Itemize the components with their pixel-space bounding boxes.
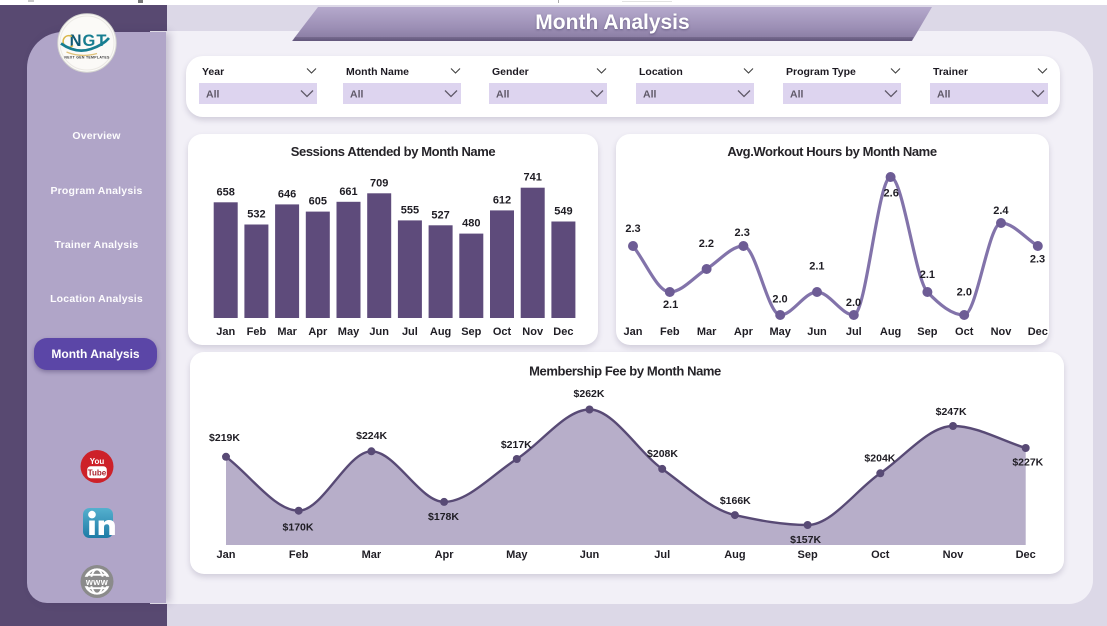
svg-text:646: 646 [278,188,296,200]
svg-text:Jan: Jan [624,326,643,338]
svg-text:Jun: Jun [580,549,600,561]
svg-text:Oct: Oct [955,326,974,338]
svg-text:Dec: Dec [1016,549,1036,561]
svg-text:Location: Location [639,66,683,78]
svg-text:Oct: Oct [493,326,512,338]
svg-text:Jul: Jul [654,549,670,561]
svg-text:Apr: Apr [308,326,328,338]
svg-text:Jun: Jun [807,326,827,338]
svg-text:You: You [90,457,105,466]
svg-text:May: May [769,326,791,338]
svg-text:Nov: Nov [522,326,544,338]
svg-text:Feb: Feb [247,326,267,338]
svg-text:Apr: Apr [734,326,754,338]
svg-text:Jul: Jul [402,326,418,338]
svg-text:May: May [506,549,528,561]
svg-text:Tube: Tube [88,469,107,478]
svg-text:All: All [643,89,657,101]
svg-text:NEXT GEN TEMPLATES: NEXT GEN TEMPLATES [64,56,110,60]
svg-text:$219K: $219K [209,432,240,444]
svg-text:$224K: $224K [356,430,387,442]
svg-text:2.3: 2.3 [1030,254,1045,266]
svg-text:741: 741 [524,172,542,184]
svg-text:2.0: 2.0 [957,287,972,299]
svg-text:$262K: $262K [574,388,605,400]
svg-text:Apr: Apr [435,549,455,561]
svg-text:Aug: Aug [880,326,901,338]
svg-text:Nov: Nov [991,326,1013,338]
svg-text:Jan: Jan [217,549,236,561]
svg-text:www: www [85,577,109,587]
svg-text:Oct: Oct [871,549,890,561]
svg-text:2.6: 2.6 [884,188,899,200]
svg-text:2.1: 2.1 [663,299,678,311]
svg-text:Mar: Mar [697,326,717,338]
svg-text:Avg.Workout Hours by Month Nam: Avg.Workout Hours by Month Name [727,144,937,159]
svg-text:Dec: Dec [1028,326,1048,338]
svg-text:2.1: 2.1 [809,261,824,273]
svg-text:532: 532 [247,209,265,221]
svg-text:605: 605 [309,196,327,208]
svg-text:$247K: $247K [936,406,967,418]
svg-text:$217K: $217K [501,439,532,451]
svg-text:661: 661 [339,186,357,198]
svg-text:2.3: 2.3 [625,223,640,235]
svg-text:2.2: 2.2 [699,238,714,250]
svg-text:2.1: 2.1 [920,269,935,281]
svg-text:$170K: $170K [283,522,314,534]
svg-text:2.4: 2.4 [993,205,1009,217]
svg-text:555: 555 [401,204,419,216]
svg-text:Year: Year [202,66,224,78]
svg-text:Aug: Aug [724,549,745,561]
svg-text:2.3: 2.3 [735,227,750,239]
svg-text:All: All [937,89,951,101]
svg-text:$208K: $208K [647,448,678,460]
svg-text:Sep: Sep [917,326,937,338]
svg-text:527: 527 [431,209,449,221]
svg-text:Feb: Feb [289,549,309,561]
svg-text:Jan: Jan [216,326,235,338]
svg-text:Aug: Aug [430,326,451,338]
svg-text:612: 612 [493,194,511,206]
svg-text:2.0: 2.0 [846,297,861,309]
svg-text:2.0: 2.0 [772,294,787,306]
svg-text:May: May [338,326,360,338]
svg-text:Membership Fee by Month Name: Membership Fee by Month Name [529,364,721,379]
svg-text:658: 658 [217,186,235,198]
svg-text:Jul: Jul [846,326,862,338]
svg-text:$227K: $227K [1012,457,1043,469]
svg-text:Mar: Mar [277,326,297,338]
svg-text:All: All [496,89,510,101]
svg-text:All: All [350,89,364,101]
svg-text:Month Name: Month Name [346,66,409,78]
svg-text:549: 549 [554,206,572,218]
svg-text:All: All [206,89,220,101]
svg-text:Jun: Jun [369,326,389,338]
svg-text:Mar: Mar [362,549,382,561]
svg-text:All: All [790,89,804,101]
svg-text:Nov: Nov [943,549,965,561]
svg-text:$166K: $166K [720,495,751,507]
svg-text:$178K: $178K [428,511,459,523]
svg-text:$157K: $157K [790,534,821,546]
svg-text:Trainer: Trainer [933,66,968,78]
svg-text:Feb: Feb [660,326,680,338]
svg-text:Program Type: Program Type [786,66,856,78]
svg-text:Sessions Attended by Month Nam: Sessions Attended by Month Name [291,144,496,159]
svg-text:Gender: Gender [492,66,529,78]
svg-text:$204K: $204K [864,453,895,465]
svg-text:Sep: Sep [798,549,818,561]
svg-text:Dec: Dec [553,326,573,338]
svg-text:480: 480 [462,218,480,230]
svg-text:709: 709 [370,177,388,189]
svg-text:Sep: Sep [461,326,481,338]
